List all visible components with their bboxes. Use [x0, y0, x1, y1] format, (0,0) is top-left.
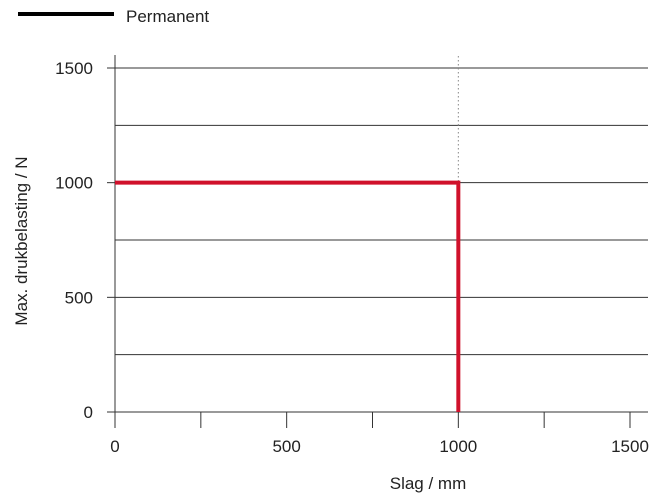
- y-tick-label-0: 0: [84, 403, 93, 422]
- y-tick-label-1500: 1500: [55, 59, 93, 78]
- y-tick-label-1000: 1000: [55, 174, 93, 193]
- legend-label-permanent: Permanent: [126, 7, 209, 26]
- x-tick-label-500: 500: [272, 437, 300, 456]
- x-axis-label: Slag / mm: [390, 474, 467, 493]
- y-axis-label: Max. drukbelasting / N: [12, 156, 31, 325]
- y-tick-label-500: 500: [65, 288, 93, 307]
- legend: Permanent: [18, 7, 209, 26]
- x-tick-label-1000: 1000: [439, 437, 477, 456]
- axes: [107, 55, 630, 428]
- tick-labels: 0 500 1000 1500 0 500 1000 1500: [55, 59, 649, 456]
- x-tick-label-1500: 1500: [611, 437, 649, 456]
- x-tick-label-0: 0: [110, 437, 119, 456]
- gridlines: [115, 68, 648, 412]
